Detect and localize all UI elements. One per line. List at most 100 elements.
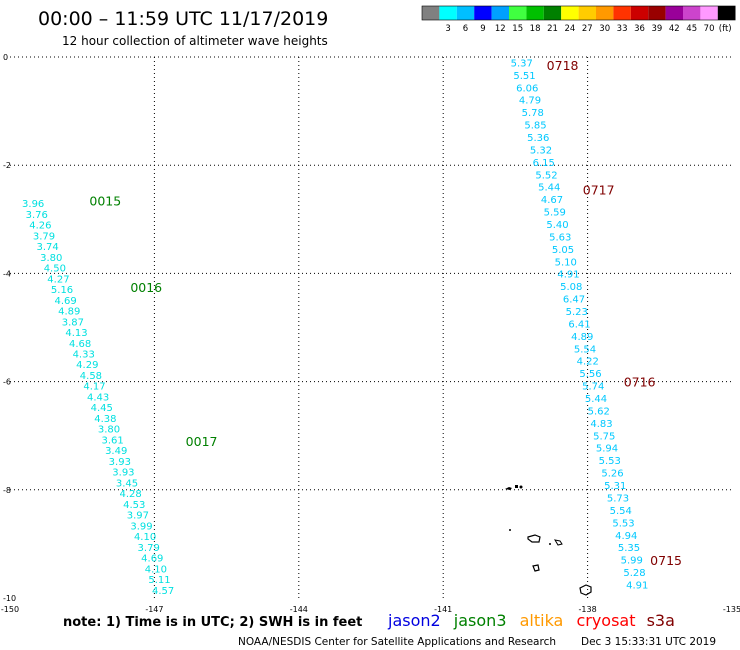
x-tick-label: -147 [145, 605, 163, 614]
wave-height-value: 3.74 [36, 242, 58, 253]
x-tick-label: -144 [290, 605, 308, 614]
wave-height-value: 4.89 [571, 332, 593, 343]
wave-height-value: 5.40 [546, 220, 568, 231]
grid-lines [10, 56, 732, 598]
legend-item-cryosat: cryosat [576, 611, 635, 630]
x-tick-label: -141 [434, 605, 452, 614]
legend-note: note: 1) Time is in UTC; 2) SWH is in fe… [63, 615, 362, 630]
wave-height-value: 5.54 [610, 506, 632, 517]
wave-height-value: 5.85 [524, 121, 546, 132]
chart-subtitle: 12 hour collection of altimeter wave hei… [62, 34, 328, 48]
wave-height-value: 5.31 [604, 481, 626, 492]
wave-height-value: 4.10 [134, 532, 156, 543]
y-tick-label: -10 [3, 594, 16, 603]
colorbar-label: 45 [686, 24, 697, 34]
legend-item-altika: altika [520, 611, 564, 630]
island-shape [519, 485, 523, 489]
wave-height-value: 6.15 [533, 158, 555, 169]
satellite-tracks: 3.963.764.263.793.743.804.504.275.164.69… [22, 58, 682, 597]
colorbar-label: 12 [495, 24, 506, 34]
wave-height-value: 3.87 [62, 317, 84, 328]
colorbar-swatch [665, 6, 683, 20]
island-shape [515, 485, 518, 488]
wave-height-value: 5.52 [535, 170, 557, 181]
legend-item-jason3: jason3 [453, 611, 507, 630]
colorbar-swatch [648, 6, 666, 20]
island-shape [505, 487, 512, 490]
wave-height-value: 5.05 [552, 245, 574, 256]
wave-height-value: 5.36 [527, 133, 549, 144]
y-tick-label: -8 [3, 486, 11, 495]
wave-height-value: 4.29 [76, 360, 98, 371]
colorbar-label: 27 [582, 24, 593, 34]
time-label: 0017 [186, 434, 218, 449]
colorbar-swatch [422, 6, 440, 20]
wave-height-value: 3.97 [127, 511, 149, 522]
colorbar-swatch [561, 6, 579, 20]
colorbar-swatch [474, 6, 492, 20]
wave-height-value: 4.57 [152, 586, 174, 597]
track-cryosat: 5.37 5.516.06 4.795.78 5.855.365.32 6.155.52… [511, 58, 682, 591]
colorbar-swatch [491, 6, 509, 20]
colorbar-label: 15 [512, 24, 523, 34]
legend-items: jason2 jason3 altika cryosat s3a [387, 611, 675, 630]
colorbar-swatch [630, 6, 649, 20]
colorbar-label: 24 [564, 24, 575, 34]
y-tick-label: 0 [3, 53, 8, 62]
wave-height-value: 5.11 [148, 575, 170, 586]
wave-height-value: 6.06 [516, 83, 538, 94]
colorbar-swatch [700, 6, 718, 20]
time-label: 0016 [130, 280, 162, 295]
wave-height-value: 4.91 [626, 580, 648, 591]
wave-height-value: 4.50 [44, 264, 66, 275]
wave-height-value: 6.47 [563, 295, 585, 306]
wave-height-value: 4.13 [65, 328, 87, 339]
island-shape [579, 584, 592, 596]
colorbar-swatch [543, 6, 562, 20]
colorbar-swatch [509, 6, 527, 20]
wave-height-value: 3.49 [105, 446, 127, 457]
y-tick-label: -2 [3, 161, 11, 170]
legend-item-s3a: s3a [647, 611, 675, 630]
wave-height-value: 5.99 [621, 556, 643, 567]
wave-height-value: 3.99 [130, 521, 152, 532]
wave-height-value: 5.78 [522, 108, 544, 119]
wave-height-value: 3.93 [112, 468, 134, 479]
wave-height-value: 4.43 [87, 392, 109, 403]
wave-height-value: 4.67 [541, 195, 563, 206]
colorbar-label: 21 [547, 24, 558, 34]
wave-height-value: 3.96 [22, 199, 44, 210]
colorbar-legend: 3 6 9 12 15 18 21 24 27 30 33 36 39 42 45 70 (ft) [421, 5, 736, 34]
wave-height-value: 4.83 [590, 419, 612, 430]
island-outlines [505, 485, 592, 596]
wave-height-value: 5.74 [582, 382, 604, 393]
wave-height-value: 5.10 [555, 257, 577, 268]
colorbar-label: 6 [463, 24, 468, 34]
colorbar-label: 39 [651, 24, 662, 34]
wave-height-value: 4.91 [557, 270, 579, 281]
wave-height-value: 3.79 [138, 543, 160, 554]
axis-ticks: -150 -147 -144 -141 -138 -135 0 -2 -4 -6 -8 -10 [1, 53, 740, 614]
wave-height-value: 5.62 [588, 406, 610, 417]
wave-height-value: 4.26 [29, 221, 51, 232]
wave-height-value: 4.45 [91, 403, 113, 414]
colorbar-swatch [683, 6, 701, 20]
colorbar-swatch [596, 6, 614, 20]
wave-height-value: 3.80 [40, 253, 62, 264]
wave-height-value: 3.80 [98, 425, 120, 436]
colorbar-label: 36 [634, 24, 645, 34]
colorbar-swatch [526, 6, 544, 20]
wave-height-value: 4.68 [69, 339, 91, 350]
colorbar-label: 9 [480, 24, 485, 34]
wave-height-value: 4.33 [73, 349, 95, 360]
wave-height-value: 4.89 [58, 307, 80, 318]
wave-height-value: 3.76 [26, 210, 48, 221]
wave-height-value: 4.58 [80, 371, 102, 382]
wave-height-value: 5.53 [599, 456, 621, 467]
x-tick-label: -150 [1, 605, 19, 614]
wave-height-value: 5.59 [544, 208, 566, 219]
legend: note: 1) Time is in UTC; 2) SWH is in fe… [63, 611, 675, 630]
x-tick-label: -138 [579, 605, 597, 614]
